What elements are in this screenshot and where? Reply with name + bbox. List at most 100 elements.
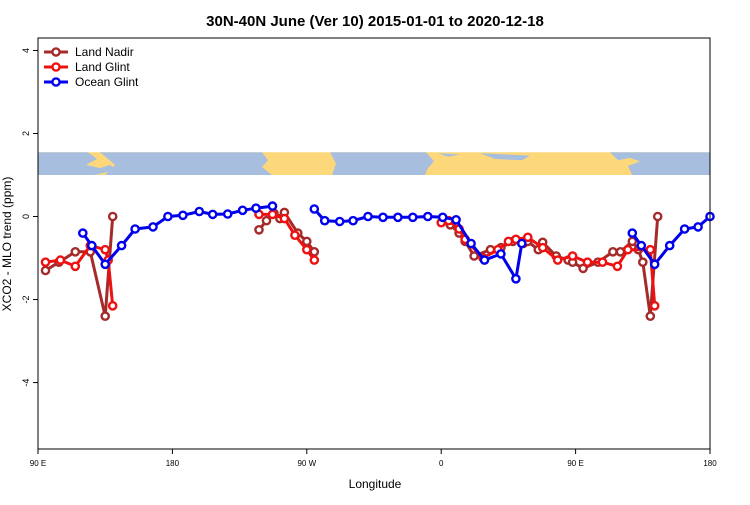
data-point: [517, 238, 527, 249]
data-point: [511, 273, 521, 284]
map-ocean-region: [610, 152, 710, 175]
data-point: [615, 246, 626, 257]
data-point: [207, 209, 218, 220]
data-point: [552, 255, 563, 265]
data-point: [107, 211, 118, 222]
data-point: [523, 232, 533, 243]
data-point: [479, 255, 490, 265]
data-point: [148, 222, 158, 232]
legend-label: Ocean Glint: [75, 75, 139, 89]
data-point: [652, 211, 663, 222]
data-point: [348, 215, 358, 226]
data-point: [290, 230, 300, 240]
data-point: [649, 300, 660, 311]
data-point: [496, 249, 506, 259]
data-point: [251, 203, 261, 213]
data-point: [623, 244, 633, 255]
data-point: [319, 215, 330, 226]
chart-title: 30N-40N June (Ver 10) 2015-01-01 to 2020…: [206, 13, 544, 30]
data-point: [194, 206, 205, 217]
data-point: [178, 210, 188, 221]
data-point: [116, 240, 127, 251]
data-point: [627, 228, 638, 238]
data-point: [679, 224, 690, 234]
data-point: [301, 236, 312, 247]
y-axis-label: XCO2 - MLO trend (ppm): [0, 177, 14, 312]
y-tick-label: -4: [21, 379, 31, 387]
y-tick-label: -2: [21, 296, 31, 304]
data-point: [78, 228, 88, 238]
x-tick-label: 90 W: [297, 459, 316, 468]
legend-marker: [51, 47, 61, 57]
data-point: [100, 244, 110, 255]
data-point: [578, 263, 588, 274]
x-tick-label: 180: [166, 459, 180, 468]
data-point: [40, 257, 51, 268]
series-ocean-glint: [78, 201, 715, 284]
data-point: [163, 211, 173, 222]
data-point: [612, 261, 623, 272]
data-point: [393, 212, 403, 223]
data-point: [363, 211, 373, 222]
y-tick-label: 0: [21, 214, 31, 219]
data-point: [279, 213, 290, 224]
legend-label: Land Nadir: [75, 45, 134, 59]
series-layer: [40, 201, 715, 322]
data-point: [378, 212, 388, 223]
series-line: [313, 208, 524, 281]
data-point: [645, 244, 656, 255]
map-ocean-region: [100, 152, 272, 175]
data-point: [222, 209, 233, 219]
series-line: [440, 219, 657, 306]
y-tick-label: 2: [21, 131, 31, 136]
y-axis: 4 2 0 -2 -4: [21, 48, 38, 387]
data-point: [645, 311, 656, 322]
data-point: [267, 209, 278, 220]
map-ocean-region: [38, 152, 115, 175]
x-axis: 90 E 180 90 W 0 90 E 180: [30, 449, 717, 468]
map-ocean-region: [438, 153, 460, 157]
data-point: [70, 261, 81, 272]
data-point: [334, 216, 345, 227]
data-point: [267, 201, 278, 211]
data-point: [70, 246, 81, 257]
data-point: [503, 236, 514, 247]
data-point: [237, 205, 248, 216]
data-point: [638, 257, 648, 268]
data-point: [469, 251, 479, 261]
plot-frame: [37, 37, 711, 450]
data-point: [107, 300, 118, 311]
data-point: [301, 244, 312, 255]
data-point: [597, 257, 608, 268]
y-tick-label: 4: [21, 48, 31, 53]
data-point: [649, 259, 660, 270]
data-point: [40, 265, 51, 276]
data-point: [309, 204, 320, 214]
legend-label: Land Glint: [75, 60, 130, 74]
data-point: [407, 212, 418, 223]
data-point: [664, 240, 675, 251]
x-axis-label: Longitude: [349, 477, 402, 491]
data-point: [437, 212, 448, 223]
data-point: [130, 224, 140, 234]
data-point: [608, 246, 618, 257]
data-point: [87, 240, 97, 251]
map-ocean-region: [330, 152, 434, 175]
data-point: [582, 257, 593, 268]
legend-marker: [51, 62, 61, 72]
data-point: [100, 311, 110, 322]
x-tick-label: 90 E: [567, 459, 583, 468]
data-point: [693, 222, 703, 232]
legend-marker: [51, 77, 61, 87]
data-point: [422, 211, 433, 222]
x-tick-label: 180: [703, 459, 717, 468]
data-point: [55, 255, 66, 265]
x-tick-label: 0: [439, 459, 444, 468]
data-point: [466, 238, 476, 249]
data-point: [261, 215, 272, 226]
x-tick-label: 90 E: [30, 459, 46, 468]
series-line: [449, 216, 660, 318]
